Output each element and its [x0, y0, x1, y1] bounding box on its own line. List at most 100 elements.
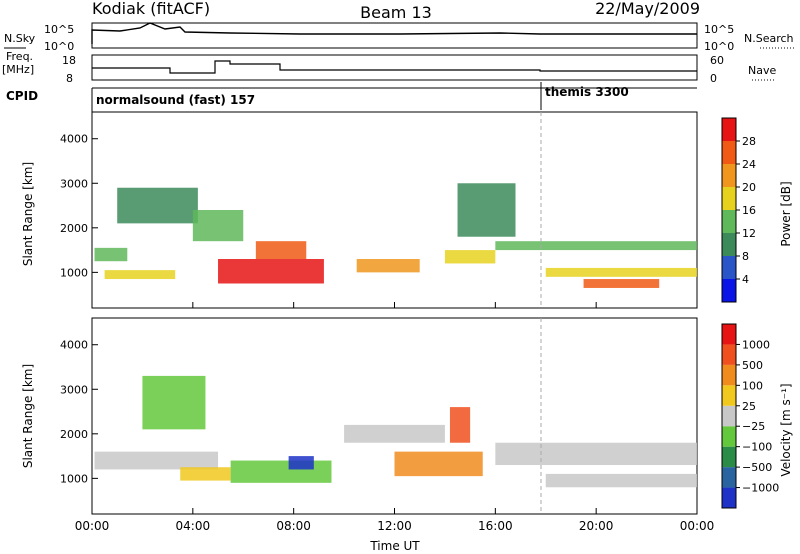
- cpid-segment-2: themis 3300: [545, 85, 629, 99]
- velocity-y-tick-label: 4000: [60, 339, 88, 352]
- freq-tick-bottom: 8: [66, 72, 73, 85]
- cpid-segment-1: normalsound (fast) 157: [96, 93, 255, 107]
- velocity-echo-region: [495, 442, 697, 465]
- beam-label: Beam 13: [360, 3, 432, 22]
- power-y-tick-label: 3000: [60, 177, 88, 190]
- power-colorbar-swatch: [722, 233, 736, 256]
- noise-trace: [91, 22, 697, 44]
- power-colorbar: 4 8 12 16 20 24 28: [721, 117, 756, 303]
- freq-panel: Freq. [MHz] 18 8 60 0 Nave: [2, 50, 776, 85]
- velocity-echo-region: [545, 473, 697, 488]
- velocity-colorbar-swatch: [722, 364, 736, 386]
- velocity-colorbar-swatch: [722, 385, 736, 406]
- power-colorbar-swatch: [722, 210, 736, 233]
- power-colorbar-swatch: [722, 256, 736, 279]
- velocity-y-tick-label: 2000: [60, 428, 88, 441]
- nave-tick-top: 60: [710, 54, 724, 67]
- power-ylabel: Slant Range [km]: [21, 162, 35, 266]
- power-colorbar-swatch: [722, 141, 736, 164]
- velocity-colorbar-swatch: [722, 467, 736, 488]
- power-colorbar-swatch: [722, 279, 736, 302]
- power-echo-region: [457, 183, 516, 237]
- velocity-colorbar-label: Velocity [m s⁻¹]: [779, 383, 793, 476]
- power-echo-region: [583, 279, 660, 288]
- velocity-y-tick-label: 3000: [60, 383, 88, 396]
- velocity-echo-region: [142, 375, 206, 430]
- velocity-colorbar-swatch: [722, 426, 736, 447]
- power-echo-region: [545, 267, 697, 277]
- power-colorbar-swatch: [722, 164, 736, 187]
- velocity-y-tick-label: 1000: [60, 472, 88, 485]
- freq-label: Freq.: [6, 50, 33, 63]
- power-colorbar-tick-label: 28: [742, 135, 756, 148]
- nsky-label: N.Sky: [4, 32, 36, 45]
- power-echo-cells: [94, 183, 697, 288]
- velocity-echo-cells: [94, 375, 697, 488]
- velocity-colorbar-tick-label: −500: [742, 461, 772, 474]
- power-colorbar-tick-label: 8: [742, 250, 749, 263]
- freq-trace: [92, 60, 697, 74]
- power-y-ticks: 1000 2000 3000 4000: [60, 133, 98, 279]
- velocity-colorbar-tick-label: 100: [742, 379, 763, 392]
- velocity-panel: 1000 2000 3000 4000 Slant Range [km] 1000 50…: [21, 317, 793, 515]
- nsearch-label: N.Search: [744, 32, 794, 45]
- noise-panel: N.Sky 10^5 10^0 10^5 10^0 N.Search: [4, 22, 794, 53]
- velocity-colorbar-frame: [721, 323, 737, 509]
- x-tick-label: 20:00: [579, 519, 614, 533]
- power-y-tick-label: 2000: [60, 222, 88, 235]
- x-tick-label: 08:00: [276, 519, 311, 533]
- power-echo-region: [192, 210, 244, 242]
- x-tick-label: 16:00: [478, 519, 513, 533]
- power-colorbar-label: Power [dB]: [779, 181, 793, 246]
- nsearch-tick-bottom: 10^0: [704, 40, 734, 53]
- power-colorbar-tick-label: 24: [742, 158, 756, 171]
- power-echo-region: [356, 259, 420, 273]
- nave-tick-bottom: 0: [710, 72, 717, 85]
- velocity-colorbar-tick-label: −1000: [742, 482, 779, 495]
- nave-label: Nave: [748, 64, 776, 77]
- power-colorbar-tick-label: 4: [742, 273, 749, 286]
- velocity-colorbar-tick-label: −100: [742, 441, 772, 454]
- nsky-tick-bottom: 10^0: [44, 40, 74, 53]
- velocity-echo-region: [94, 451, 219, 470]
- power-colorbar-swatch: [722, 187, 736, 210]
- velocity-y-ticks: 1000 2000 3000 4000: [60, 339, 98, 485]
- velocity-echo-region: [180, 467, 231, 481]
- radar-title: Kodiak (fitACF): [92, 0, 210, 18]
- nsky-tick-top: 10^5: [44, 23, 74, 36]
- velocity-echo-region: [394, 451, 483, 477]
- power-colorbar-swatch: [722, 118, 736, 141]
- velocity-colorbar-tick-label: 25: [742, 400, 756, 413]
- time-axis: 00:00 04:00 08:00 12:00 16:00 20:00 00:00: [75, 302, 715, 533]
- date-label: 22/May/2009: [595, 0, 700, 18]
- cpid-panel: CPID normalsound (fast) 157 themis 3300: [6, 82, 697, 112]
- velocity-colorbar-swatch: [722, 487, 736, 508]
- power-colorbar-tick-label: 20: [742, 181, 756, 194]
- x-tick-label: 00:00: [75, 519, 110, 533]
- velocity-echo-region: [344, 424, 445, 443]
- velocity-echo-region: [288, 456, 314, 470]
- power-echo-region: [218, 259, 324, 284]
- velocity-ylabel: Slant Range [km]: [21, 364, 35, 468]
- velocity-colorbar-tick-label: 500: [742, 359, 763, 372]
- power-echo-region: [94, 247, 128, 262]
- velocity-colorbar-swatch: [722, 446, 736, 468]
- velocity-colorbar-swatch: [722, 344, 736, 365]
- power-y-tick-label: 1000: [60, 266, 88, 279]
- power-colorbar-tick-label: 12: [742, 227, 756, 240]
- power-y-tick-label: 4000: [60, 133, 88, 146]
- velocity-colorbar-tick-label: 1000: [742, 338, 770, 351]
- cpid-label: CPID: [6, 89, 38, 103]
- x-tick-label: 12:00: [377, 519, 412, 533]
- power-echo-region: [255, 241, 307, 259]
- x-tick-label: 00:00: [680, 519, 715, 533]
- power-echo-region: [104, 270, 176, 280]
- freq-tick-top: 18: [62, 54, 76, 67]
- velocity-colorbar: 1000 500 100 25 −25 −100 −500 −1000: [721, 323, 779, 509]
- velocity-echo-region: [449, 407, 471, 443]
- power-echo-region: [117, 187, 198, 224]
- velocity-echo-region: [230, 460, 332, 483]
- freq-panel-frame: [91, 54, 698, 81]
- noise-panel-frame: [91, 22, 698, 49]
